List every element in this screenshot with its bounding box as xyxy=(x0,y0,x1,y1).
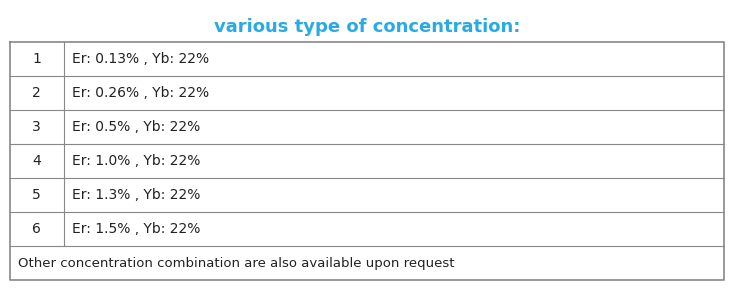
Text: Er: 1.3% , Yb: 22%: Er: 1.3% , Yb: 22% xyxy=(71,188,200,202)
Text: Er: 1.0% , Yb: 22%: Er: 1.0% , Yb: 22% xyxy=(71,154,200,168)
Text: 5: 5 xyxy=(32,188,41,202)
Text: 4: 4 xyxy=(32,154,41,168)
Text: 2: 2 xyxy=(32,86,41,100)
Text: Er: 0.13% , Yb: 22%: Er: 0.13% , Yb: 22% xyxy=(71,52,208,66)
Text: 1: 1 xyxy=(32,52,41,66)
Text: Er: 1.5% , Yb: 22%: Er: 1.5% , Yb: 22% xyxy=(71,222,200,236)
Text: Other concentration combination are also available upon request: Other concentration combination are also… xyxy=(18,256,454,270)
Text: 6: 6 xyxy=(32,222,41,236)
Text: various type of concentration:: various type of concentration: xyxy=(214,18,520,36)
Text: 3: 3 xyxy=(32,120,41,134)
Text: Er: 0.26% , Yb: 22%: Er: 0.26% , Yb: 22% xyxy=(71,86,208,100)
Text: Er: 0.5% , Yb: 22%: Er: 0.5% , Yb: 22% xyxy=(71,120,200,134)
